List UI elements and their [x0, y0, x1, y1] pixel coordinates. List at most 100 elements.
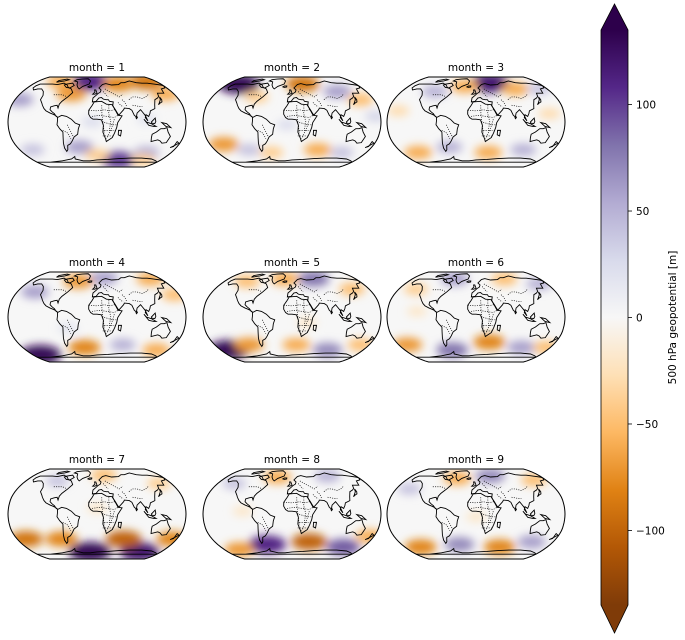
coastline [88, 492, 123, 535]
anomaly-blob [339, 282, 366, 296]
coastline [442, 277, 454, 284]
country-border [283, 304, 310, 307]
anomaly-blob [263, 470, 292, 484]
country-border [257, 522, 267, 531]
coastline [268, 273, 287, 285]
coastline [251, 506, 276, 545]
country-border [303, 105, 307, 131]
map-panel: month = 9 [386, 454, 566, 560]
coastline [91, 89, 98, 95]
anomaly-blob [469, 77, 510, 93]
coastline [37, 350, 158, 358]
coastline [135, 115, 138, 120]
coastline [73, 273, 92, 285]
country-border [485, 314, 494, 334]
anomaly-blob [129, 77, 164, 90]
anomaly-blob [314, 469, 341, 483]
country-border [248, 94, 262, 97]
coastline [442, 82, 454, 89]
country-border [487, 497, 491, 523]
coastline [355, 121, 368, 129]
coastline [496, 324, 502, 332]
anomaly-blob [9, 530, 44, 548]
country-border [283, 109, 310, 112]
country-border [108, 300, 112, 326]
coastline [548, 335, 559, 344]
coastline [286, 284, 293, 290]
map-outline [202, 271, 382, 363]
coastline [160, 121, 173, 129]
coastline [345, 509, 352, 517]
anomaly-blob [270, 272, 299, 286]
coastline [227, 474, 269, 510]
anomaly-blob [232, 506, 253, 517]
country-border [487, 105, 491, 131]
coastline [37, 155, 158, 163]
coastline [312, 129, 318, 137]
coastline [91, 275, 166, 317]
coastline [135, 507, 138, 512]
coastline [258, 474, 270, 481]
anomaly-blob [259, 146, 284, 159]
anomaly-blob [68, 339, 101, 356]
coastline [88, 295, 123, 338]
country-border [485, 511, 494, 531]
country-border [303, 497, 307, 523]
coastline [470, 284, 477, 290]
map-panel: month = 7 [7, 454, 187, 560]
country-border [248, 486, 262, 489]
coastline [117, 129, 122, 137]
coastline [232, 350, 353, 358]
anomaly-blob [90, 469, 117, 482]
anomaly-blob [473, 334, 506, 350]
country-border [507, 93, 528, 100]
colorbar-frame [600, 3, 629, 634]
country-border [106, 511, 115, 531]
anomaly-blob [326, 538, 361, 556]
coastline [63, 474, 75, 481]
coastline [548, 140, 559, 149]
coastline [496, 129, 502, 137]
coastline [150, 321, 171, 339]
coastline [56, 273, 71, 278]
map-outline [7, 271, 187, 363]
coastline [330, 507, 333, 512]
coastline [281, 280, 288, 283]
coastline [312, 324, 318, 332]
coastline [251, 273, 266, 278]
panel-title: month = 5 [264, 257, 320, 269]
anomaly-blob [312, 342, 343, 358]
coastline [345, 126, 366, 144]
country-border [106, 314, 115, 334]
country-border [467, 304, 494, 307]
country-border [480, 121, 496, 126]
anomaly-blob [491, 272, 518, 286]
anomaly-blob [538, 108, 561, 119]
coastline [286, 89, 293, 95]
colorbar-tick-label: 50 [636, 206, 649, 218]
country-border [480, 513, 496, 518]
country-border [296, 316, 312, 321]
country-border [88, 109, 115, 112]
panel-title: month = 4 [69, 257, 126, 269]
coastline [251, 470, 266, 475]
coastline [56, 114, 81, 153]
country-border [467, 109, 494, 112]
country-border [101, 513, 117, 518]
panel-title: month = 1 [69, 62, 125, 74]
coastline [416, 155, 537, 163]
coastline [330, 310, 333, 315]
map-panels: month = 1 month = 2 month = 3 month = 4 mont… [7, 62, 566, 560]
country-border [248, 289, 262, 292]
country-border [62, 522, 72, 531]
coastline [514, 115, 517, 120]
country-border [287, 309, 314, 313]
coastline [345, 321, 366, 339]
anomaly-blob [105, 530, 142, 548]
coastline [522, 510, 537, 519]
coastline [529, 126, 550, 144]
map-panel: month = 2 [202, 62, 382, 168]
coastline [465, 85, 472, 88]
colorbar-label: 500 hPa geopotential [m] [667, 251, 679, 385]
anomaly-blob [474, 145, 503, 160]
